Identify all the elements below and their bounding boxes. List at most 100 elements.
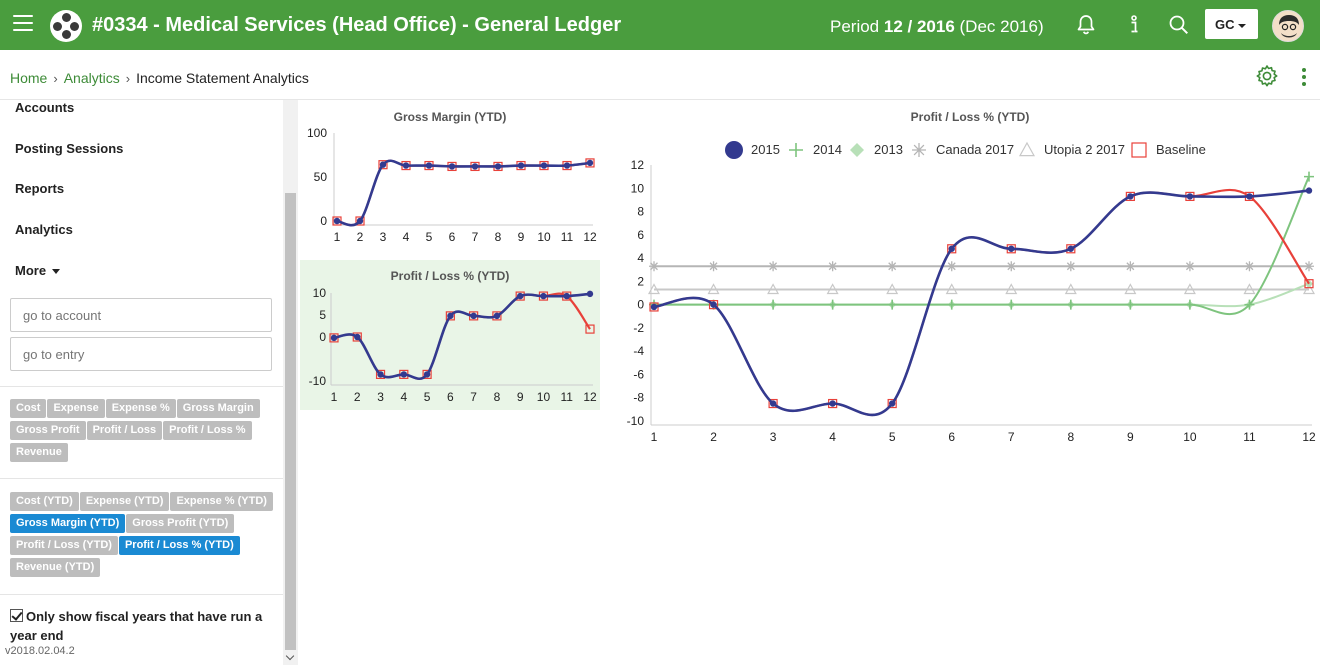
metric-tag[interactable]: Cost bbox=[10, 399, 47, 418]
ytd-tag[interactable]: Gross Margin (YTD) bbox=[10, 514, 126, 533]
data-point bbox=[1066, 244, 1076, 254]
ytd-tag[interactable]: Cost (YTD) bbox=[10, 492, 79, 511]
metric-tag[interactable]: Revenue bbox=[10, 443, 68, 462]
data-point bbox=[769, 400, 777, 407]
data-point bbox=[493, 312, 501, 320]
more-label: More bbox=[15, 263, 47, 278]
info-icon[interactable] bbox=[1122, 13, 1146, 37]
data-point bbox=[707, 283, 720, 295]
ytd-tag[interactable]: Profit / Loss % (YTD) bbox=[118, 536, 240, 555]
profit-loss-big-chart: Profit / Loss % (YTD)121086420-2-4-6-8-1… bbox=[627, 110, 1316, 444]
x-tick-label: 2 bbox=[357, 230, 364, 244]
sidebar-scrollbar[interactable] bbox=[283, 100, 298, 665]
breadcrumb-home[interactable]: Home bbox=[10, 70, 48, 86]
y-tick-label: -8 bbox=[633, 391, 644, 405]
checkbox-checked-icon[interactable] bbox=[10, 609, 23, 622]
data-point bbox=[1183, 283, 1196, 295]
metric-tag[interactable]: Expense bbox=[47, 399, 105, 418]
x-tick-label: 7 bbox=[470, 390, 477, 404]
x-tick-label: 9 bbox=[1127, 430, 1134, 444]
sidebar-item-accounts[interactable]: Accounts bbox=[15, 100, 75, 115]
avatar[interactable] bbox=[1272, 10, 1304, 42]
divider bbox=[0, 478, 283, 479]
data-point bbox=[912, 143, 926, 157]
x-tick-label: 4 bbox=[403, 230, 410, 244]
go-to-entry-input[interactable] bbox=[10, 337, 272, 371]
user-menu-button[interactable]: GC bbox=[1205, 9, 1258, 39]
data-point bbox=[1008, 245, 1015, 252]
go-to-account-input[interactable] bbox=[10, 298, 272, 332]
scroll-down-icon[interactable] bbox=[285, 651, 295, 661]
x-tick-label: 10 bbox=[1183, 430, 1197, 444]
profit-loss-small-panel[interactable]: Profit / Loss % (YTD) 10 5 0 -10 1 2 3 4 5 6 7 8 9 10 1… bbox=[300, 260, 600, 410]
sidebar-item-more[interactable]: More bbox=[15, 263, 61, 278]
data-point bbox=[888, 400, 896, 407]
data-point bbox=[517, 162, 525, 169]
x-tick-label: 11 bbox=[560, 390, 573, 404]
ytd-tag[interactable]: Expense (YTD) bbox=[79, 492, 170, 511]
sidebar-item-analytics[interactable]: Analytics bbox=[15, 222, 73, 237]
ytd-tag[interactable]: Gross Profit (YTD) bbox=[126, 514, 235, 533]
data-point bbox=[470, 312, 477, 320]
data-point bbox=[423, 371, 431, 378]
data-point bbox=[402, 162, 410, 169]
series-line-2015 bbox=[336, 159, 591, 227]
data-point bbox=[375, 369, 386, 380]
y-tick-label: -2 bbox=[633, 321, 644, 335]
series-line-baseline bbox=[336, 159, 591, 227]
ytd-tag[interactable]: Revenue (YTD) bbox=[10, 558, 101, 577]
data-point bbox=[767, 283, 780, 295]
data-point bbox=[333, 217, 341, 225]
data-point bbox=[1125, 191, 1135, 202]
period-suffix: (Dec 2016) bbox=[959, 17, 1044, 36]
data-point bbox=[946, 261, 957, 272]
metric-tag[interactable]: Expense % bbox=[105, 399, 176, 418]
data-point bbox=[826, 283, 839, 295]
hamburger-menu-icon[interactable] bbox=[13, 15, 33, 33]
data-point bbox=[1125, 261, 1136, 272]
sidebar-item-posting-sessions[interactable]: Posting Sessions bbox=[15, 141, 124, 156]
chart-title: Profit / Loss % (YTD) bbox=[911, 110, 1030, 124]
data-point bbox=[887, 299, 898, 310]
sidebar-item-reports[interactable]: Reports bbox=[15, 181, 65, 196]
data-point bbox=[946, 299, 957, 310]
fiscal-year-checkbox[interactable]: Only show fiscal years that have run a y… bbox=[10, 607, 270, 645]
breadcrumb-analytics[interactable]: Analytics bbox=[63, 70, 120, 86]
x-tick-label: 12 bbox=[583, 230, 597, 244]
data-point bbox=[1125, 299, 1136, 310]
period-display[interactable]: Period 12 / 2016 (Dec 2016) bbox=[830, 17, 1044, 37]
search-icon[interactable] bbox=[1167, 13, 1191, 37]
data-point bbox=[563, 292, 570, 300]
metric-tag[interactable]: Profit / Loss bbox=[86, 421, 163, 440]
data-point bbox=[540, 292, 547, 300]
ytd-tag-list: Cost (YTD) Expense (YTD) Expense % (YTD) Gr… bbox=[10, 492, 278, 580]
data-point bbox=[1131, 142, 1147, 158]
more-vertical-icon[interactable] bbox=[1296, 66, 1312, 88]
data-point bbox=[1124, 283, 1137, 295]
breadcrumb-current: Income Statement Analytics bbox=[136, 70, 309, 86]
ytd-tag[interactable]: Expense % (YTD) bbox=[170, 492, 273, 511]
metric-tag[interactable]: Profit / Loss % bbox=[163, 421, 252, 440]
data-point bbox=[710, 301, 717, 308]
scrollbar-thumb[interactable] bbox=[285, 193, 296, 650]
data-point bbox=[445, 311, 455, 321]
gear-icon[interactable] bbox=[1255, 64, 1279, 88]
metric-tag[interactable]: Gross Margin bbox=[176, 399, 260, 418]
bell-icon[interactable] bbox=[1074, 13, 1098, 37]
data-point bbox=[1184, 299, 1195, 310]
y-tick-label: -10 bbox=[309, 374, 327, 388]
data-point bbox=[352, 332, 362, 342]
y-tick-label: -4 bbox=[633, 344, 644, 358]
data-point bbox=[355, 216, 365, 226]
x-tick-label: 11 bbox=[1243, 430, 1256, 444]
ytd-tag[interactable]: Profit / Loss (YTD) bbox=[10, 536, 118, 555]
data-point bbox=[356, 217, 364, 225]
y-tick-label: 8 bbox=[637, 205, 644, 219]
data-point bbox=[425, 162, 433, 169]
app-logo[interactable] bbox=[50, 10, 82, 42]
chevron-right-icon: › bbox=[125, 71, 131, 86]
metric-tag[interactable]: Gross Profit bbox=[10, 421, 86, 440]
y-tick-label: 10 bbox=[631, 181, 645, 195]
data-point bbox=[1127, 193, 1134, 200]
